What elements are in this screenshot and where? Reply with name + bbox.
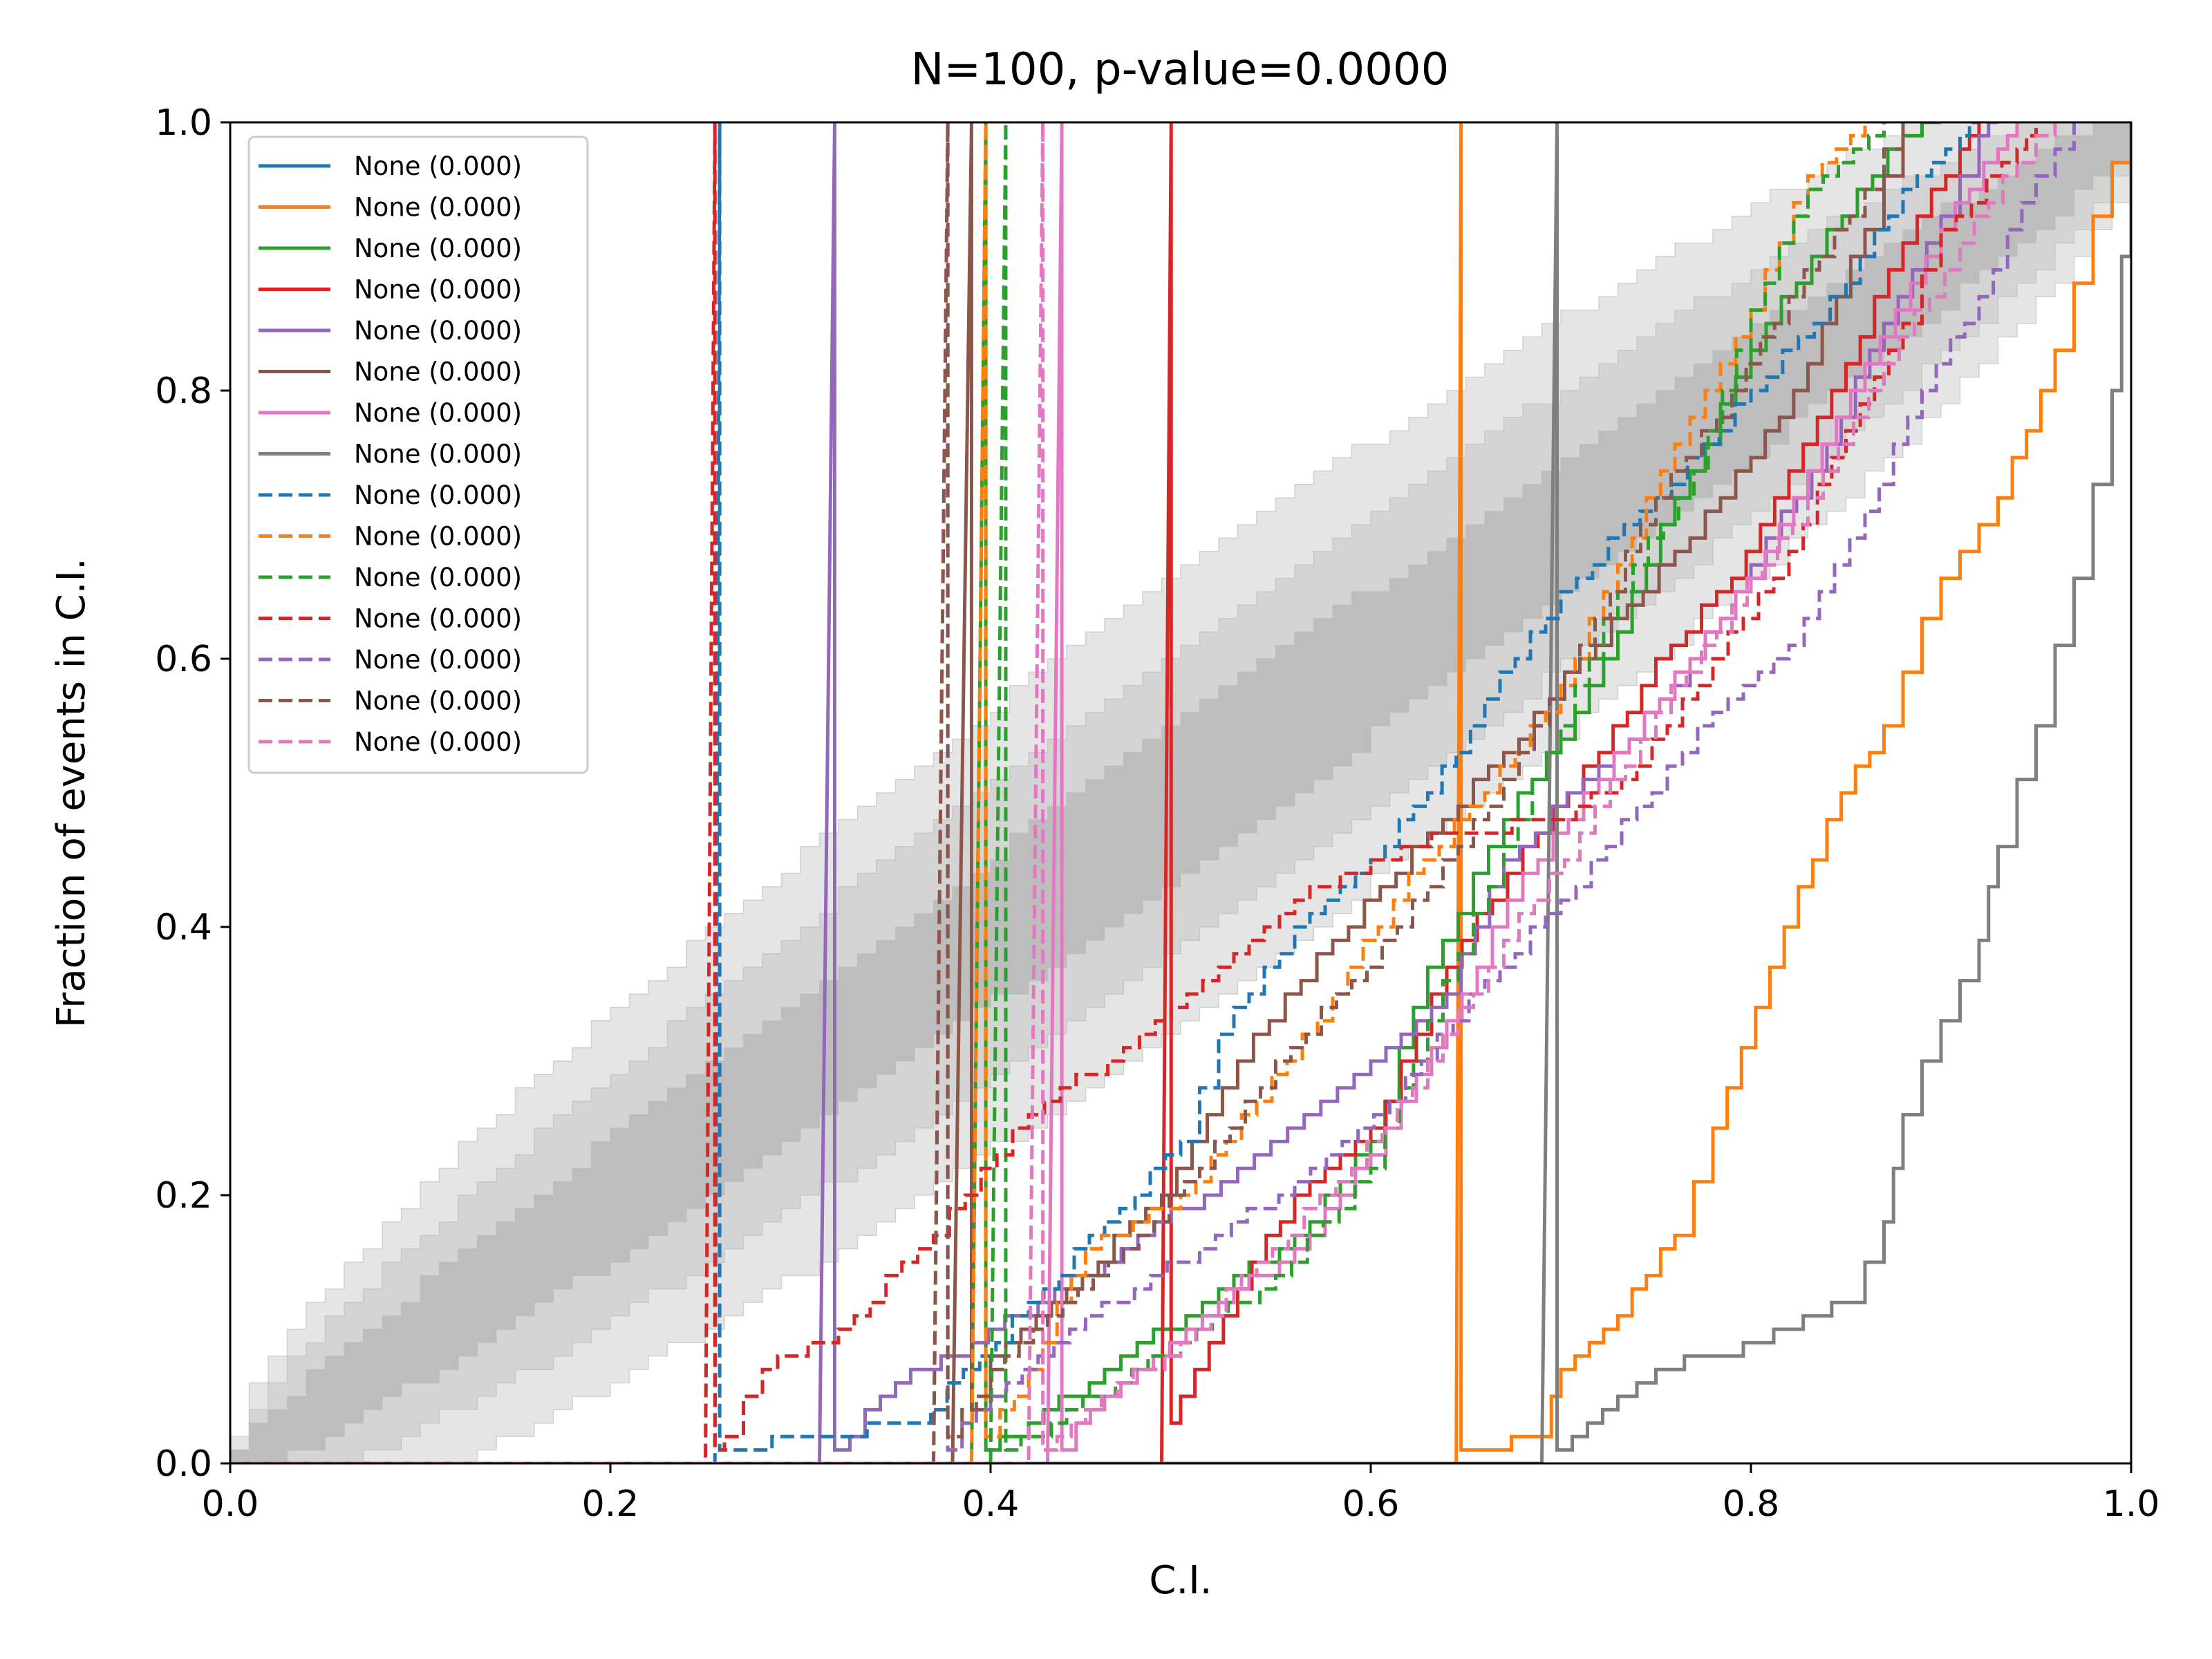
- y-tick-label: 1.0: [155, 102, 212, 144]
- x-tick-label: 0.4: [962, 1483, 1020, 1525]
- y-tick-label: 0.4: [155, 907, 212, 948]
- legend-label: None (0.000): [354, 686, 522, 716]
- legend-label: None (0.000): [354, 645, 522, 675]
- legend-label: None (0.000): [354, 563, 522, 592]
- series-line-13: [230, 122, 2076, 1463]
- legend-label: None (0.000): [354, 398, 522, 428]
- series-line-9: [230, 122, 1979, 1463]
- x-axis-label: C.I.: [1149, 1558, 1212, 1603]
- legend-label: None (0.000): [354, 151, 522, 181]
- legend-label: None (0.000): [354, 522, 522, 552]
- axes-frame: [229, 121, 2133, 1465]
- series-line-10: [230, 122, 1867, 1463]
- legend-label: None (0.000): [354, 727, 522, 757]
- legend-label: None (0.000): [354, 234, 522, 263]
- legend-label: None (0.000): [354, 440, 522, 469]
- x-tick-label: 0.2: [582, 1483, 639, 1525]
- x-axis: 0.0 0.2 0.4 0.6 0.8 1.0: [202, 1463, 2160, 1525]
- plot-area: [229, 121, 2133, 1465]
- legend-label: None (0.000): [354, 357, 522, 387]
- series-line-15: [230, 122, 2057, 1463]
- legend-box: [247, 135, 589, 774]
- series-line-12: [230, 122, 2038, 1463]
- y-tick-label: 0.0: [155, 1443, 212, 1485]
- legend-label: None (0.000): [354, 604, 522, 634]
- y-tick-label: 0.8: [155, 371, 212, 412]
- y-tick-label: 0.6: [155, 639, 212, 680]
- legend-label: None (0.000): [354, 193, 522, 223]
- chart-title: N=100, p-value=0.0000: [911, 44, 1450, 95]
- legend-label: None (0.000): [354, 316, 522, 346]
- series-line-8: [230, 122, 2131, 1463]
- y-axis: 0.0 0.2 0.4 0.6 0.8 1.0: [155, 102, 230, 1485]
- legend-label: None (0.000): [354, 480, 522, 510]
- y-tick-label: 0.2: [155, 1175, 212, 1217]
- confidence-bands: [230, 122, 2131, 1463]
- legend-label: None (0.000): [354, 275, 522, 305]
- x-tick-label: 0.6: [1342, 1483, 1400, 1525]
- legend: None (0.000) None (0.000) None (0.000) None…: [247, 135, 589, 774]
- y-axis-label: Fraction of events in C.I.: [49, 558, 94, 1028]
- series-line-2: [230, 122, 2131, 1463]
- x-tick-label: 0.0: [202, 1483, 259, 1525]
- series-lines: [230, 122, 2131, 1463]
- confidence-band-inner: [230, 122, 2131, 1463]
- x-tick-label: 1.0: [2103, 1483, 2160, 1525]
- series-line-14: [230, 122, 1905, 1463]
- x-tick-label: 0.8: [1723, 1483, 1780, 1525]
